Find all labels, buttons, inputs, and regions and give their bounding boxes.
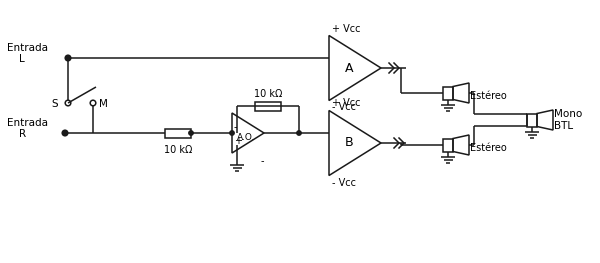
Bar (165, 129, 191, 138)
Text: A: A (345, 62, 353, 74)
Text: -: - (260, 156, 264, 166)
Text: 10 kΩ: 10 kΩ (164, 145, 192, 155)
Text: -: - (234, 122, 238, 132)
Circle shape (189, 131, 193, 135)
Bar (443, 139, 453, 151)
Text: - Vcc: - Vcc (332, 103, 356, 113)
Circle shape (63, 131, 67, 135)
Bar (443, 87, 453, 99)
Text: Estéreo: Estéreo (470, 91, 507, 101)
Text: B: B (344, 136, 353, 149)
Text: + Vcc: + Vcc (332, 23, 361, 33)
Bar (527, 114, 537, 127)
Bar (255, 102, 281, 110)
Circle shape (230, 131, 234, 135)
Text: Entrada: Entrada (7, 43, 48, 53)
Text: Estéreo: Estéreo (470, 143, 507, 153)
Text: +: + (234, 136, 242, 146)
Text: 10 kΩ: 10 kΩ (254, 89, 282, 99)
Circle shape (297, 131, 301, 135)
Circle shape (66, 56, 70, 60)
Text: Mono
BTL: Mono BTL (554, 109, 582, 131)
Text: Entrada: Entrada (7, 118, 48, 128)
Text: R: R (19, 129, 26, 139)
Text: L: L (19, 54, 25, 64)
Text: S: S (52, 99, 58, 109)
Text: + Vcc: + Vcc (332, 99, 361, 109)
Text: - Vcc: - Vcc (332, 178, 356, 188)
Text: M: M (98, 99, 107, 109)
Text: A.O.: A.O. (237, 133, 255, 141)
